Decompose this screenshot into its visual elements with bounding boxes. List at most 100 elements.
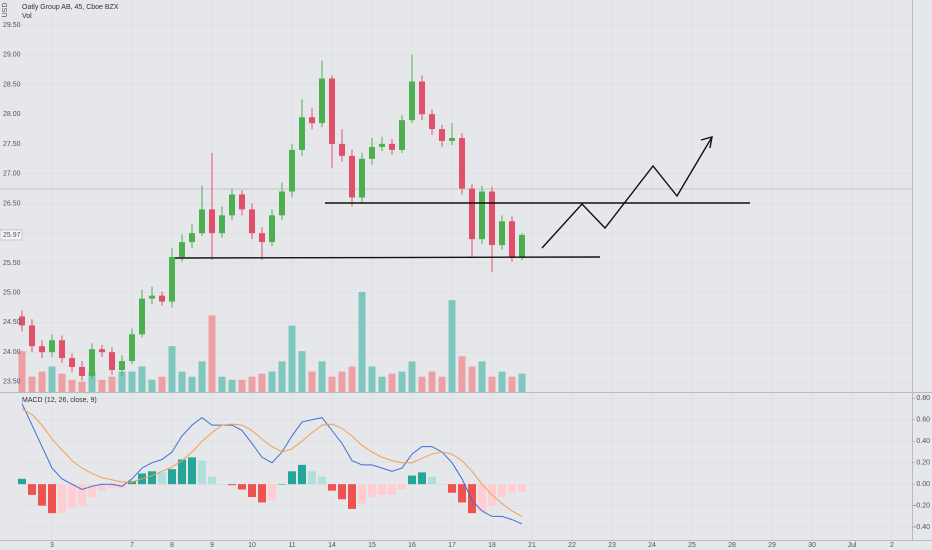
- volume-bar: [78, 381, 86, 392]
- candle-body: [169, 256, 175, 302]
- y-tick-label: 0.60: [916, 417, 930, 424]
- candle-body: [219, 215, 225, 234]
- histogram-bar: [148, 471, 156, 485]
- volume-bar: [68, 379, 76, 392]
- x-tick-label: 2: [890, 542, 894, 549]
- histogram-bar: [388, 484, 396, 495]
- candle-body: [499, 221, 505, 246]
- candle-body: [299, 117, 305, 150]
- y-tick-label: 29.50: [3, 22, 21, 29]
- candle-body: [489, 191, 495, 246]
- volume-bar: [288, 325, 296, 392]
- volume-bar: [508, 376, 516, 392]
- volume-bar: [268, 371, 276, 392]
- candle-body: [319, 78, 325, 124]
- x-tick-label: 23: [608, 542, 616, 549]
- x-tick-label: 15: [368, 542, 376, 549]
- x-tick-label: 7: [130, 542, 134, 549]
- volume-bar: [218, 376, 226, 392]
- candle-body: [479, 191, 485, 240]
- data-layer: [18, 54, 526, 525]
- candle-body: [49, 340, 55, 353]
- volume-bar: [28, 376, 36, 392]
- candle-body: [509, 221, 515, 257]
- volume-bar: [418, 376, 426, 392]
- volume-bar: [238, 379, 246, 392]
- volume-bar: [158, 376, 166, 392]
- candle-body: [159, 295, 165, 302]
- candle-body: [279, 191, 285, 216]
- histogram-bar: [128, 480, 136, 485]
- y-tick-label: 28.00: [3, 111, 21, 118]
- candle-body: [229, 194, 235, 216]
- volume-bar: [228, 379, 236, 392]
- x-tick-label: 3: [50, 542, 54, 549]
- histogram-bar: [398, 484, 406, 490]
- volume-bar: [168, 346, 176, 392]
- candle-body: [209, 209, 215, 234]
- candle-body: [119, 361, 125, 370]
- candle-body: [429, 114, 435, 130]
- volume-bar: [138, 366, 146, 392]
- x-tick-label: 29: [768, 542, 776, 549]
- y-tick-label: 24.50: [3, 319, 21, 326]
- y-tick-label: 0.80: [916, 395, 930, 402]
- y-tick-label: 27.50: [3, 141, 21, 148]
- x-tick-label: 18: [488, 542, 496, 549]
- histogram-bar: [428, 476, 436, 485]
- candle-body: [129, 334, 135, 362]
- histogram-bar: [378, 484, 386, 495]
- histogram-bar: [228, 484, 236, 486]
- x-tick-label: 22: [568, 542, 576, 549]
- y-tick-label: -0.20: [914, 502, 930, 509]
- candle-body: [109, 352, 115, 370]
- volume-bar: [378, 376, 386, 392]
- candle-body: [519, 234, 525, 257]
- macd-title: MACD (12, 26, close, 9): [22, 397, 97, 404]
- candle-body: [39, 346, 45, 353]
- volume-bar: [118, 371, 126, 392]
- volume-bar: [478, 361, 486, 392]
- y-tick-label: 24.00: [3, 349, 21, 356]
- candle-body: [349, 155, 355, 198]
- volume-bar: [38, 371, 46, 392]
- histogram-bar: [158, 472, 166, 485]
- histogram-bar: [248, 484, 256, 498]
- candle-body: [339, 143, 345, 156]
- y-tick-label: 29.00: [3, 52, 21, 59]
- volume-bar: [88, 371, 96, 392]
- histogram-bar: [468, 484, 476, 514]
- histogram-bar: [408, 475, 416, 485]
- histogram-bar: [288, 471, 296, 485]
- volume-bar: [428, 371, 436, 392]
- histogram-bar: [208, 476, 216, 485]
- histogram-bar: [298, 464, 306, 485]
- candle-body: [329, 78, 335, 144]
- volume-bar: [518, 373, 526, 392]
- currency-label: USD: [2, 3, 9, 18]
- candle-body: [179, 242, 185, 257]
- candle-body: [469, 188, 475, 240]
- volume-bar: [438, 376, 446, 392]
- histogram-bar: [28, 484, 36, 495]
- candle-body: [449, 138, 455, 141]
- candle-body: [189, 233, 195, 243]
- indicator-line: [21, 408, 523, 517]
- histogram-bar: [58, 484, 66, 514]
- x-tick-label: Jul: [848, 542, 857, 549]
- candle-body: [249, 209, 255, 234]
- projection-path: [541, 136, 713, 249]
- y-tick-label: -0.40: [914, 524, 930, 531]
- histogram-bar: [458, 484, 466, 503]
- chart-title: Oatly Group AB, 45, Cboe BZX: [22, 4, 119, 11]
- candle-body: [439, 129, 445, 141]
- x-tick-label: 25: [688, 542, 696, 549]
- volume-bar: [128, 371, 136, 392]
- volume-bar: [148, 379, 156, 392]
- volume-bar: [98, 379, 106, 392]
- candle-body: [69, 358, 75, 368]
- y-tick-label: 0.20: [916, 460, 930, 467]
- histogram-bar: [178, 459, 186, 485]
